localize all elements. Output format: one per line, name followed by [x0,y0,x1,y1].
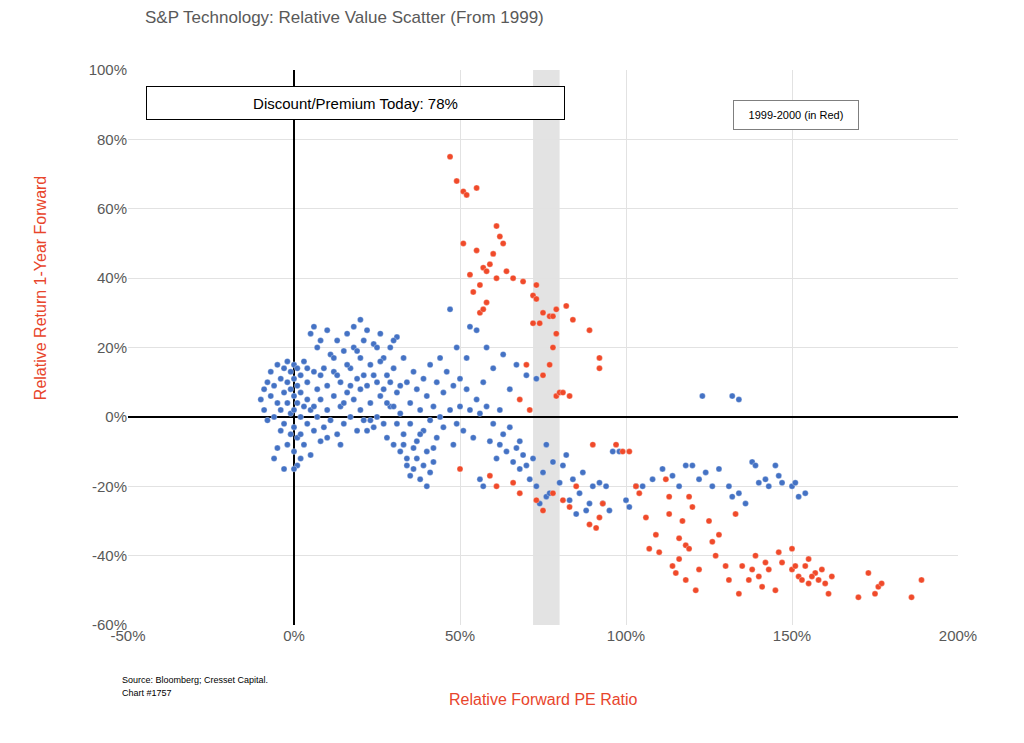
svg-text:-40%: -40% [92,547,127,564]
svg-text:Chart #1757: Chart #1757 [122,688,172,698]
svg-text:150%: 150% [773,627,811,644]
svg-text:-50%: -50% [110,627,145,644]
svg-text:-20%: -20% [92,478,127,495]
svg-text:Source: Bloomberg; Cresset Cap: Source: Bloomberg; Cresset Capital. [122,675,268,685]
svg-text:100%: 100% [89,61,127,78]
svg-text:S&P Technology: Relative Value: S&P Technology: Relative Value Scatter (… [145,8,544,27]
svg-text:60%: 60% [97,200,127,217]
svg-text:-60%: -60% [92,616,127,633]
svg-text:1999-2000 (in Red): 1999-2000 (in Red) [749,109,844,121]
svg-text:Relative Forward PE Ratio: Relative Forward PE Ratio [449,691,638,708]
svg-text:80%: 80% [97,131,127,148]
svg-text:Discount/Premium Today: 78%: Discount/Premium Today: 78% [253,95,458,112]
svg-text:20%: 20% [97,339,127,356]
svg-text:Relative Return 1-Year Forward: Relative Return 1-Year Forward [32,176,49,400]
svg-text:200%: 200% [939,627,977,644]
svg-text:100%: 100% [607,627,645,644]
svg-text:0%: 0% [283,627,305,644]
svg-text:50%: 50% [445,627,475,644]
svg-text:40%: 40% [97,269,127,286]
svg-text:0%: 0% [105,408,127,425]
